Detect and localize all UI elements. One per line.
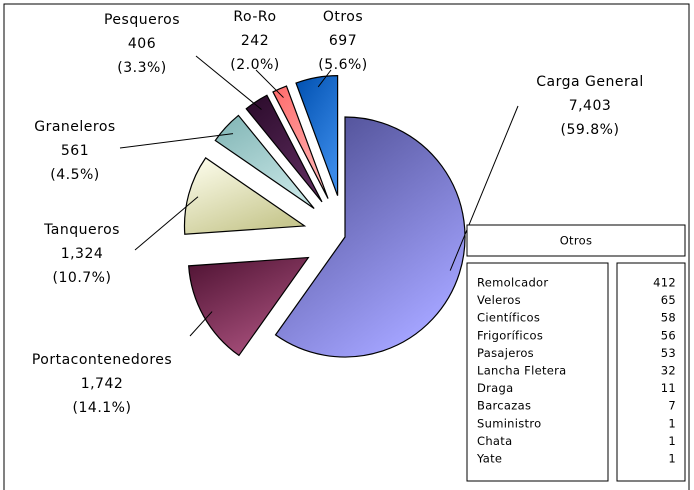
category-label: Graneleros [34, 119, 115, 135]
leader-line [189, 311, 213, 337]
percent-label: (4.5%) [50, 167, 100, 183]
pie-slice [274, 116, 466, 358]
value-label: 697 [329, 33, 357, 49]
pie-slice [245, 94, 323, 203]
table-row-name: Científicos [477, 311, 540, 325]
table-row-value: 1 [668, 434, 676, 448]
value-label: 561 [61, 143, 89, 159]
pie-slice [188, 256, 310, 357]
table-values-box [616, 262, 686, 482]
leader-line [449, 105, 519, 271]
table-row-name: Barcazas [477, 399, 531, 413]
pie-slice [214, 114, 315, 210]
value-label: 7,403 [569, 98, 612, 114]
category-label: Otros [323, 9, 363, 25]
table-row-value: 11 [661, 381, 676, 395]
leader-line [134, 196, 199, 251]
category-label: Pesqueros [104, 12, 180, 28]
table-row-value: 53 [661, 346, 676, 360]
percent-label: (14.1%) [73, 400, 132, 416]
table-row-name: Chata [477, 434, 512, 448]
table-row-value: 56 [661, 328, 676, 342]
value-label: 406 [128, 36, 156, 52]
category-label: Portacontenedores [32, 352, 172, 368]
category-label: Carga General [536, 74, 643, 90]
table-header-box [466, 224, 686, 257]
table-row-name: Lancha Fletera [477, 364, 567, 378]
category-label: Ro-Ro [233, 9, 276, 25]
percent-label: (5.6%) [318, 57, 368, 73]
value-label: 1,742 [81, 376, 124, 392]
table-row-name: Yate [476, 452, 502, 466]
pie-slice [295, 75, 339, 196]
leader-line [255, 69, 284, 98]
table-row-name: Remolcador [477, 276, 548, 290]
pie-slice [272, 85, 329, 199]
leader-line [119, 133, 234, 149]
category-label: Tanqueros [43, 222, 120, 238]
table-names-box [466, 262, 609, 482]
percent-label: (2.0%) [230, 57, 280, 73]
table-row-name: Draga [477, 381, 513, 395]
leader-line [195, 55, 262, 110]
percent-label: (3.3%) [117, 60, 167, 76]
leader-line [317, 69, 332, 88]
table-row-value: 412 [653, 276, 676, 290]
percent-label: (10.7%) [53, 270, 112, 286]
table-row-value: 58 [661, 311, 676, 325]
table-row-value: 65 [661, 293, 676, 307]
table-row-name: Pasajeros [477, 346, 534, 360]
value-label: 1,324 [61, 246, 104, 262]
table-row-name: Frigoríficos [477, 328, 543, 342]
table-title: Otros [560, 234, 593, 248]
percent-label: (59.8%) [561, 122, 620, 138]
table-row-name: Veleros [477, 293, 521, 307]
table-row-name: Suministro [477, 416, 541, 430]
table-row-value: 1 [668, 452, 676, 466]
table-row-value: 1 [668, 416, 676, 430]
pie-slice [183, 157, 307, 235]
value-label: 242 [241, 33, 269, 49]
table-row-value: 32 [661, 364, 676, 378]
table-row-value: 7 [668, 399, 676, 413]
